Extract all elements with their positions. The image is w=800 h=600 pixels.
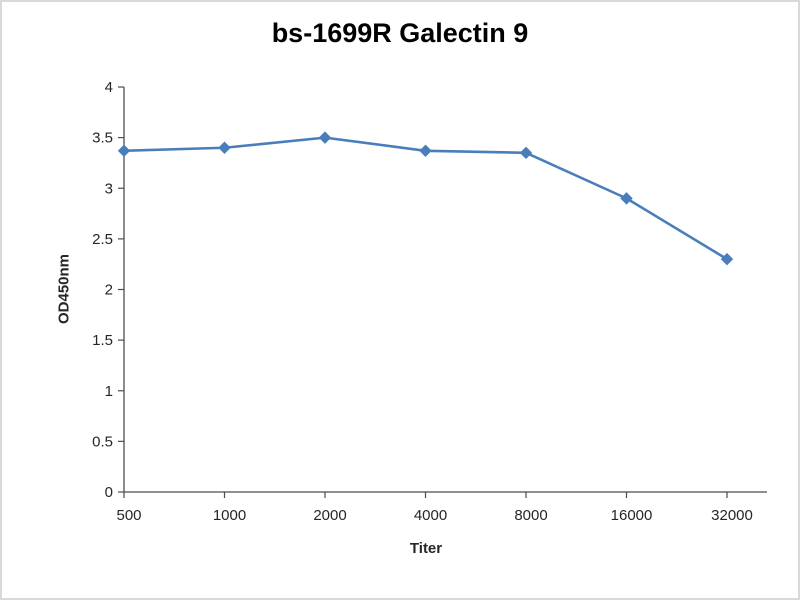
- x-tick-label: 1000: [213, 507, 246, 524]
- x-axis-title: Titer: [409, 540, 443, 557]
- y-tick-label: 1.5: [92, 332, 113, 349]
- data-point-marker: [318, 131, 332, 144]
- x-tick-label: 16000: [611, 507, 653, 524]
- x-tick-label: 2000: [313, 507, 346, 524]
- data-point-marker: [620, 192, 633, 205]
- y-tick-label: 0.5: [92, 433, 113, 450]
- y-tick-label: 3.5: [92, 130, 113, 147]
- y-tick-label: 0: [105, 484, 113, 501]
- y-tick-label: 3: [105, 180, 113, 197]
- y-tick-label: 4: [105, 79, 113, 96]
- data-point-marker: [218, 141, 231, 154]
- data-point-marker: [519, 146, 533, 160]
- data-point-marker: [419, 144, 432, 157]
- data-point-marker: [117, 144, 131, 157]
- y-tick-label: 2.5: [92, 231, 113, 248]
- chart-title: bs-1699R Galectin 9: [271, 18, 529, 48]
- y-tick-label: 1: [105, 383, 113, 400]
- data-point-marker: [720, 252, 734, 266]
- x-tick-label: 500: [116, 507, 141, 524]
- x-tick-label: 4000: [414, 507, 447, 524]
- x-tick-label: 8000: [514, 507, 547, 524]
- x-tick-label: 32000: [711, 507, 753, 524]
- y-tick-label: 2: [105, 282, 113, 299]
